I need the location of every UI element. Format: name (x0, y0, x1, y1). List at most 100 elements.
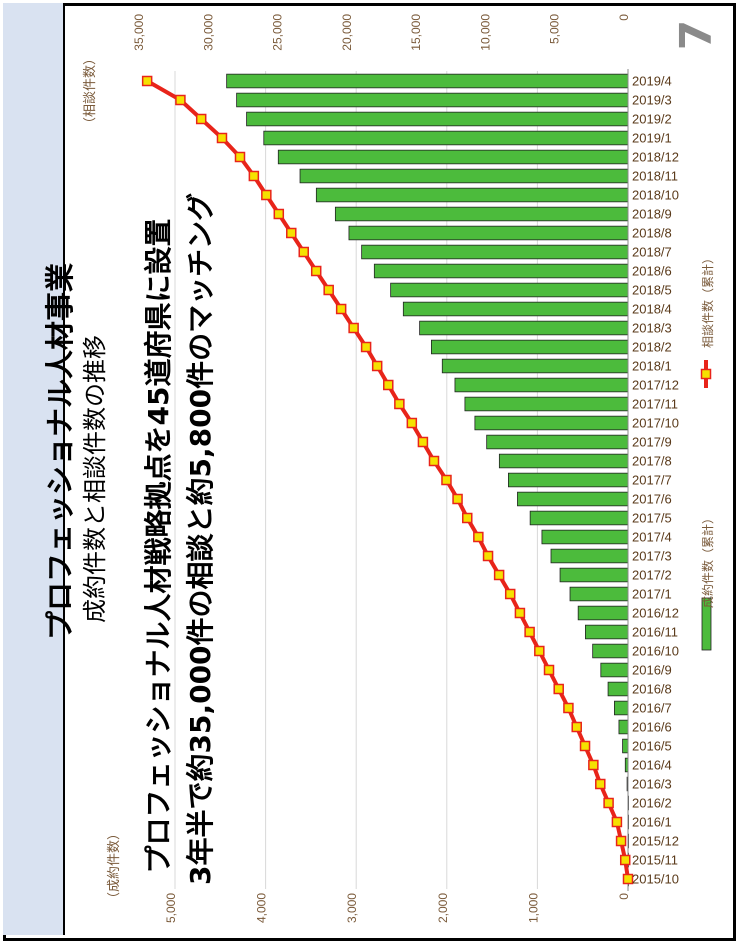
line-point (619, 854, 631, 866)
bar (585, 624, 629, 640)
category-label: 2016/7 (632, 701, 672, 716)
line-point (195, 113, 207, 125)
bar (550, 548, 629, 564)
category-label: 2016/4 (632, 758, 672, 773)
line-axis-tick-label: 25,000 (271, 14, 285, 51)
line-axis-tick-label: 5,000 (548, 14, 562, 44)
line-point (298, 246, 309, 258)
line-point (216, 132, 228, 144)
line-point (248, 170, 260, 182)
bar (559, 567, 629, 583)
category-label: 2019/4 (632, 74, 672, 89)
line-point (175, 94, 186, 106)
bar (334, 206, 629, 222)
bar (592, 643, 629, 659)
bar (529, 510, 629, 526)
category-label: 2019/3 (632, 93, 672, 108)
category-label: 2016/1 (632, 815, 672, 830)
category-label: 2017/12 (632, 378, 679, 393)
category-label: 2017/3 (632, 549, 672, 564)
bar (569, 586, 629, 602)
line-point (611, 816, 623, 828)
legend-line-label: 相談件数（累計） (700, 252, 715, 348)
category-label: 2017/4 (632, 530, 672, 545)
category-label: 2017/2 (632, 568, 672, 583)
line-point (141, 75, 153, 87)
bar (373, 263, 629, 279)
bar (474, 415, 629, 431)
category-label: 2019/2 (632, 112, 672, 127)
line-point (335, 303, 347, 315)
line-point (563, 702, 574, 714)
category-label: 2017/10 (632, 416, 679, 431)
line-axis-tick-label: 20,000 (340, 14, 354, 51)
bar (236, 92, 629, 108)
bar (390, 282, 629, 298)
bar (607, 681, 629, 697)
bar (614, 700, 629, 716)
category-label: 2017/11 (632, 397, 678, 412)
legend-bar-swatch (701, 597, 712, 651)
line-point (383, 379, 394, 391)
line-axis-tick-label: 15,000 (409, 14, 423, 51)
line-point (514, 607, 526, 619)
line-point (482, 550, 494, 562)
line-point (462, 512, 473, 524)
category-label: 2016/9 (632, 663, 672, 678)
line-point (261, 189, 272, 201)
category-label: 2018/9 (632, 207, 672, 222)
bar (486, 434, 629, 450)
category-label: 2018/6 (632, 264, 672, 279)
category-label: 2018/2 (632, 340, 672, 355)
line-point (588, 759, 599, 771)
line-point (524, 626, 535, 638)
line-point (394, 398, 405, 410)
line-point (493, 569, 505, 581)
line-point (348, 322, 359, 334)
category-label: 2016/6 (632, 720, 672, 735)
category-label: 2016/10 (632, 644, 679, 659)
line-point (473, 531, 484, 543)
line-point (417, 436, 429, 448)
category-label: 2015/12 (632, 834, 679, 849)
category-label: 2019/1 (632, 131, 672, 146)
line-point (571, 721, 582, 733)
line-point (595, 778, 606, 790)
bar (600, 662, 629, 678)
category-label: 2018/7 (632, 245, 672, 260)
line-axis-tick-label: 30,000 (201, 14, 215, 51)
bar (299, 168, 629, 184)
category-label: 2018/5 (632, 283, 672, 298)
category-label: 2017/5 (632, 511, 672, 526)
bar (246, 111, 629, 127)
bar (508, 472, 629, 488)
category-label: 2017/6 (632, 492, 672, 507)
bar (348, 225, 629, 241)
line-point (579, 740, 591, 752)
bar (577, 605, 629, 621)
line-axis-tick-label: 10,000 (478, 14, 492, 51)
bar (430, 339, 629, 355)
line-point (323, 284, 334, 296)
category-label: 2018/4 (632, 302, 672, 317)
bar (541, 529, 629, 545)
bar (263, 130, 629, 146)
bar-axis-tick-label: 3,000 (345, 893, 359, 923)
legend-bar-label: 成約件数（累計） (700, 512, 715, 608)
line-point (273, 208, 285, 220)
line-point (543, 664, 555, 676)
line-point (615, 835, 627, 847)
bar-axis-tick-label: 1,000 (526, 893, 540, 923)
bar-axis-tick-label: 2,000 (436, 893, 450, 923)
line-point (234, 151, 246, 163)
category-label: 2018/1 (632, 359, 672, 374)
bar-axis-tick-label: 4,000 (255, 893, 269, 923)
line-point (603, 797, 614, 809)
line-axis-tick-label: 0 (617, 14, 631, 21)
line-point (428, 455, 440, 467)
bar (498, 453, 629, 469)
bar (441, 358, 629, 374)
bar-axis-tick-label: 5,000 (164, 893, 178, 923)
bar (618, 719, 629, 735)
bar (226, 73, 629, 89)
